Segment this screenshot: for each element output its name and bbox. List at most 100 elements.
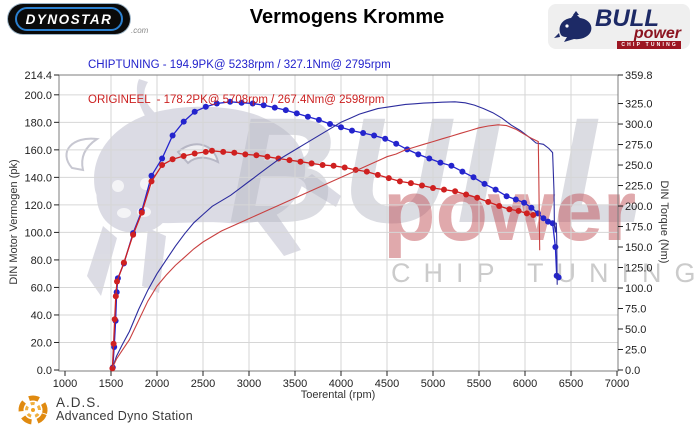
series-marker-chiptuning_torque [393,140,400,147]
y-left-tick-label: 140.0 [24,172,52,184]
series-marker-origineel_torque [419,182,425,189]
y-right-tick-label: 125.0 [625,263,653,275]
bullpower-logo: BULL power CHIP TUNING [548,4,690,49]
y-right-tick-label: 200.0 [625,201,653,213]
series-marker-origineel_torque [169,156,176,163]
y-left-tick-label: 180.0 [24,117,52,129]
plot-border [58,74,619,372]
series-marker-origineel_torque [319,162,326,168]
series-marker-chiptuning_torque [327,121,333,127]
bullpower-power: power [633,25,681,42]
ads-swirl-icon [18,395,48,425]
series-marker-origineel_torque [515,207,522,214]
series-marker-chiptuning_torque [213,100,220,107]
x-tick-label: 5000 [421,378,445,390]
y-left-tick-label: 200.0 [24,90,52,102]
y-left-tick-label: 80.0 [31,255,52,267]
y-left-tick-label: 120.0 [24,200,52,212]
series-marker-chiptuning_torque [202,103,209,110]
bullpower-name: BULL [595,5,659,32]
x-tick-label: 4000 [329,378,353,390]
series-marker-origineel_torque [138,209,145,216]
series-marker-chiptuning_torque [481,180,488,187]
y-right-tick-label: 100.0 [625,283,653,295]
series-marker-chiptuning_torque [148,172,155,179]
y-right-axis-title: DIN Torque (Nm) [658,180,670,264]
series-marker-chiptuning_torque [169,132,176,139]
series-marker-origineel_torque [130,231,137,238]
x-axis-title: Toerental (rpm) [300,389,376,401]
y-right-tick-label: 225.0 [625,181,653,193]
series-marker-chiptuning_torque [180,118,187,125]
series-origineel_torque [109,147,537,372]
series-marker-chiptuning_torque [315,116,322,123]
series-marker-chiptuning_torque [282,107,289,114]
dynostar-logo-suffix: .com [131,26,149,35]
series-marker-origineel_torque [180,153,187,159]
x-tick-label: 3000 [237,378,261,390]
series-marker-chiptuning_torque [437,159,444,166]
series-marker-origineel_torque [120,259,127,266]
series-marker-origineel_torque [114,278,120,285]
curves [109,98,562,372]
series-marker-origineel_torque [159,162,166,168]
dynostar-logo-text: DYNOSTAR [25,11,113,27]
series-marker-chiptuning_torque [249,100,256,107]
ads-abbreviation: A.D.S. [56,395,102,410]
y-left-tick-label: 214.4 [24,70,52,82]
x-tick-label: 4500 [375,378,399,390]
y-right-tick-label: 359.8 [625,70,653,82]
series-marker-chiptuning_torque [528,204,535,211]
series-marker-origineel_torque [202,148,209,155]
axis-ticks [54,74,623,376]
series-marker-chiptuning_torque [540,215,547,222]
series-marker-origineel_torque [474,194,481,201]
chip-tuning-watermark: CHIP TUNING [391,258,694,288]
y-left-tick-label: 160.0 [24,145,52,157]
series-marker-origineel_torque [506,206,513,213]
series-marker-origineel_torque [209,147,215,154]
series-marker-origineel_torque [308,160,315,167]
series-marker-origineel_torque [463,191,470,198]
series-marker-chiptuning_torque [426,155,433,162]
series-marker-chiptuning_torque [415,151,422,158]
series-marker-chiptuning_torque [191,108,198,115]
series-chiptuning_power [112,101,558,368]
series-marker-chiptuning_torque [382,135,389,142]
y-left-tick-label: 100.0 [24,227,52,239]
series-marker-origineel_torque [341,164,348,171]
y-right-tick-label: 175.0 [625,222,653,234]
series-marker-origineel_torque [231,149,238,156]
series-marker-chiptuning_torque [459,168,466,175]
chart-legend: CHIPTUNING - 194.9PK@ 5238rpm / 327.1Nm@… [88,37,391,129]
x-tick-label: 6500 [559,378,583,390]
series-marker-origineel_torque [523,210,530,217]
x-tick-label: 3500 [283,378,307,390]
series-marker-origineel_torque [407,180,414,187]
series-marker-origineel_torque [363,168,370,175]
series-line-chiptuning_power [112,101,558,368]
axis-tick-labels: 214.4 200.0 180.0 160.0 140.0 120.0 100.0 80.0 6… [24,70,652,390]
series-marker-origineel_torque [220,148,227,155]
series-marker-chiptuning_torque [349,127,355,134]
series-marker-chiptuning_torque [448,162,455,169]
x-tick-label: 6000 [513,378,537,390]
series-marker-origineel_torque [485,198,492,205]
y-right-tick-label: 325.0 [625,99,653,111]
x-tick-label: 1500 [99,378,123,390]
series-marker-origineel_torque [111,316,118,323]
y-left-tick-label: 60.0 [31,282,52,294]
series-marker-origineel_torque [374,171,381,178]
y-right-tick-label: 75.0 [625,304,646,316]
series-marker-chiptuning_torque [470,174,477,181]
page-title: Vermogens Kromme [249,6,445,28]
series-marker-origineel_torque [441,186,447,193]
series-marker-chiptuning_torque [304,113,311,120]
y-left-tick-label: 0.0 [37,365,52,377]
series-marker-origineel_torque [385,175,392,182]
y-right-tick-label: 0.0 [625,365,640,377]
ads-full-name: Advanced Dyno Station [56,409,193,423]
series-marker-origineel_torque [242,151,249,158]
